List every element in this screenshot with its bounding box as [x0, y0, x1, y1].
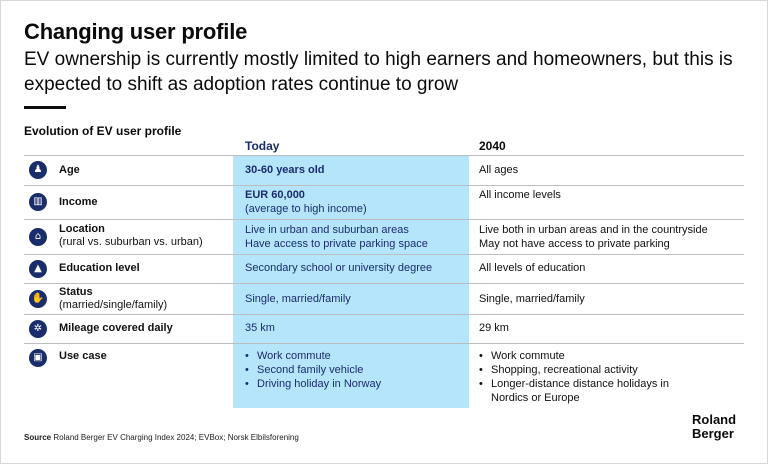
column-header-today: Today: [245, 139, 280, 153]
future-line: May not have access to private parking: [479, 238, 670, 250]
page-subtitle: EV ownership is currently mostly limited…: [24, 49, 733, 95]
row-label: Income: [59, 196, 98, 208]
table-row-age: ♟ Age 30-60 years old All ages: [24, 155, 744, 185]
title-rule: [24, 106, 66, 109]
row-sublabel: (married/single/family): [59, 299, 168, 311]
row-label: Use case: [59, 350, 107, 362]
today-value: 30-60 years old: [245, 164, 325, 176]
row-label: Status: [59, 286, 93, 298]
future-value: 29 km: [479, 322, 509, 334]
source-label: Source: [24, 433, 52, 442]
income-icon: ▥: [29, 193, 47, 211]
row-divider: [24, 185, 744, 186]
today-use-case-list: Work commute Second family vehicle Drivi…: [245, 349, 381, 391]
row-label: Age: [59, 164, 80, 176]
row-divider: [24, 283, 744, 284]
section-title: Evolution of EV user profile: [24, 124, 182, 138]
income-note: (average to high income): [245, 203, 367, 215]
list-item: Work commute: [479, 349, 709, 363]
future-value: All income levels: [479, 189, 561, 201]
future-line: Live both in urban areas and in the coun…: [479, 224, 708, 236]
row-divider: [24, 155, 744, 156]
mileage-icon: ✲: [29, 320, 47, 338]
today-value: 35 km: [245, 322, 275, 334]
future-use-case-list: Work commute Shopping, recreational acti…: [479, 349, 709, 405]
logo-line: Berger: [692, 426, 734, 441]
today-line: Have access to private parking space: [245, 238, 428, 250]
table-row-income: ▥ Income EUR 60,000 (average to high inc…: [24, 185, 744, 219]
column-header-2040: 2040: [479, 139, 506, 153]
row-sublabel: (rural vs. suburban vs. urban): [59, 236, 203, 248]
row-divider: [24, 219, 744, 220]
list-item: Shopping, recreational activity: [479, 363, 709, 377]
income-amount: EUR 60,000: [245, 189, 305, 201]
future-value: Single, married/family: [479, 293, 585, 305]
table-row-location: ⌂ Location (rural vs. suburban vs. urban…: [24, 219, 744, 254]
today-value: Secondary school or university degree: [245, 262, 433, 274]
today-value: Single, married/family: [245, 293, 351, 305]
status-icon: ✋: [29, 290, 47, 308]
today-value: Live in urban and suburban areas Have ac…: [245, 223, 428, 251]
today-line: Live in urban and suburban areas: [245, 224, 409, 236]
education-icon: ▲: [29, 260, 47, 278]
table-row-status: ✋ Status (married/single/family) Single,…: [24, 283, 744, 314]
row-divider: [24, 254, 744, 255]
list-item: Second family vehicle: [245, 363, 381, 377]
use-case-icon: ▣: [29, 349, 47, 367]
row-divider: [24, 314, 744, 315]
future-value: All levels of education: [479, 262, 586, 274]
row-label: Education level: [59, 262, 140, 274]
row-label: Location: [59, 223, 105, 235]
page-title: Changing user profile: [24, 19, 248, 44]
table-row-mileage: ✲ Mileage covered daily 35 km 29 km: [24, 314, 744, 343]
source-note: Source Roland Berger EV Charging Index 2…: [24, 433, 299, 442]
list-item: Driving holiday in Norway: [245, 377, 381, 391]
list-item: Longer-distance distance holidays in Nor…: [479, 377, 709, 405]
today-value: EUR 60,000 (average to high income): [245, 188, 367, 216]
list-item: Work commute: [245, 349, 381, 363]
future-value: All ages: [479, 164, 519, 176]
row-divider: [24, 343, 744, 344]
future-value: Live both in urban areas and in the coun…: [479, 223, 708, 251]
age-icon: ♟: [29, 161, 47, 179]
location-icon: ⌂: [29, 228, 47, 246]
row-label: Mileage covered daily: [59, 322, 173, 334]
table-row-use-case: ▣ Use case Work commute Second family ve…: [24, 343, 744, 408]
company-logo: Roland Berger: [692, 413, 736, 441]
table-row-education: ▲ Education level Secondary school or un…: [24, 254, 744, 283]
logo-line: Roland: [692, 412, 737, 427]
source-text: Roland Berger EV Charging Index 2024; EV…: [53, 433, 299, 442]
